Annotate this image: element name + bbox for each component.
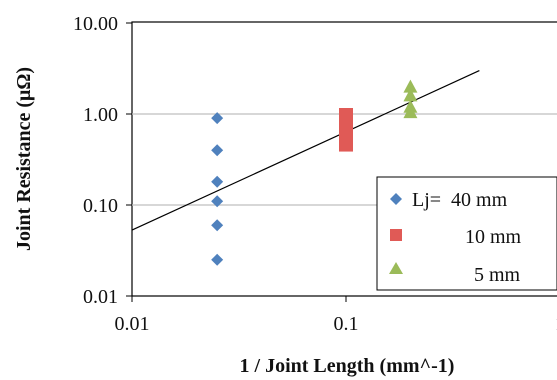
legend-marker-diamond	[390, 193, 402, 205]
legend-marker-triangle	[389, 262, 403, 274]
legend-label-5mm: 5 mm	[474, 264, 521, 286]
legend: Lj= 40 mm 10 mm 5 mm	[376, 176, 557, 291]
y-axis-title: Joint Resistance (μΩ)	[13, 67, 35, 251]
legend-label-40mm: Lj= 40 mm	[412, 189, 508, 211]
legend-marker-square	[390, 229, 402, 241]
point-diamond-0-1	[211, 144, 224, 157]
point-diamond-0-0	[211, 112, 224, 125]
x-axis-title: 1 / Joint Length (mm^-1)	[240, 355, 455, 377]
x-tick-label-0: 0.01	[115, 313, 150, 335]
point-diamond-0-4	[211, 219, 224, 232]
x-tick-labels: 0.01 0.1 1	[115, 313, 557, 335]
y-tick-label-0: 0.01	[83, 286, 118, 308]
x-tick-label-2: 1	[555, 313, 557, 335]
y-tick-label-2: 1.00	[83, 104, 118, 126]
legend-box	[376, 176, 557, 291]
point-triangle-2-1	[403, 88, 418, 102]
trendline-group	[131, 70, 480, 231]
legend-label-10mm: 10 mm	[465, 226, 522, 248]
point-diamond-0-2	[211, 175, 224, 188]
x-tick-label-1: 0.1	[334, 313, 359, 335]
y-tick-label-3: 10.00	[73, 13, 118, 35]
trendline	[131, 70, 480, 231]
y-tick-labels: 0.01 0.10 1.00 10.00	[73, 13, 118, 308]
point-diamond-0-5	[211, 253, 224, 266]
point-diamond-0-3	[211, 195, 224, 208]
point-triangle-2-3	[403, 105, 418, 119]
point-square-1-5	[339, 139, 353, 152]
data-points	[211, 79, 418, 266]
point-triangle-2-0	[403, 79, 418, 93]
plot-area	[131, 21, 557, 297]
y-tick-label-1: 0.10	[83, 195, 118, 217]
